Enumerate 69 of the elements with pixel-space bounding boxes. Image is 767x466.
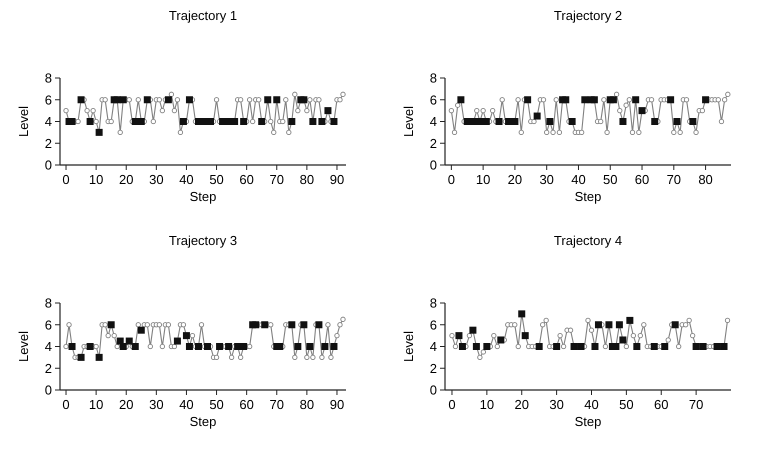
- x-tick-label: 30: [149, 397, 164, 412]
- y-tick-label: 8: [44, 70, 52, 86]
- x-axis-title: Step: [574, 189, 602, 204]
- x-tick-label: 20: [118, 172, 134, 187]
- x-tick-label: 80: [698, 172, 713, 187]
- y-tick-label: 4: [430, 114, 437, 130]
- y-tick-label: 6: [44, 92, 52, 108]
- y-axis-title: Level: [16, 106, 31, 138]
- x-tick-label: 80: [300, 397, 314, 412]
- y-tick-label: 2: [44, 136, 52, 151]
- x-tick-label: 10: [480, 397, 494, 412]
- chart-title: Trajectory 4: [554, 233, 622, 248]
- x-tick-label: 50: [209, 172, 224, 187]
- y-tick-label: 8: [430, 296, 437, 311]
- x-tick-label: 50: [619, 397, 634, 412]
- y-axis-title: Level: [401, 106, 416, 138]
- x-tick-label: 90: [330, 397, 344, 412]
- x-tick-label: 30: [149, 172, 164, 187]
- x-tick-label: 20: [118, 397, 134, 412]
- y-tick-label: 4: [44, 339, 52, 354]
- x-axis-title: Step: [574, 414, 602, 429]
- x-tick-label: 0: [62, 172, 70, 187]
- chart-title: Trajectory 2: [554, 8, 622, 23]
- x-tick-label: 30: [549, 397, 564, 412]
- y-tick-label: 4: [430, 339, 437, 354]
- y-tick-label: 0: [44, 158, 52, 173]
- chart-title: Trajectory 3: [168, 233, 238, 248]
- x-tick-label: 0: [448, 172, 455, 187]
- chart-title: Trajectory 1: [168, 8, 238, 23]
- x-tick-label: 30: [539, 172, 554, 187]
- y-tick-label: 8: [44, 296, 52, 311]
- x-tick-label: 60: [239, 397, 254, 412]
- x-tick-label: 50: [603, 172, 618, 187]
- x-axis-title: Step: [190, 414, 216, 429]
- y-tick-label: 6: [430, 92, 437, 108]
- x-tick-label: 50: [209, 397, 224, 412]
- x-tick-label: 40: [584, 397, 599, 412]
- x-tick-label: 0: [448, 397, 456, 412]
- y-tick-label: 2: [430, 360, 437, 376]
- x-tick-label: 60: [239, 172, 254, 187]
- x-tick-label: 40: [179, 397, 194, 412]
- x-tick-label: 0: [62, 397, 70, 412]
- y-axis-title: Level: [401, 330, 416, 362]
- y-axis-title: Level: [16, 330, 31, 362]
- x-axis-title: Step: [190, 189, 216, 204]
- y-tick-label: 0: [430, 382, 437, 398]
- x-tick-label: 70: [688, 397, 704, 412]
- x-tick-label: 80: [300, 172, 314, 187]
- x-tick-label: 20: [514, 397, 529, 412]
- y-tick-label: 6: [430, 317, 437, 332]
- x-tick-label: 10: [88, 397, 104, 412]
- y-tick-label: 0: [44, 382, 52, 398]
- y-tick-label: 2: [430, 136, 437, 151]
- y-tick-label: 8: [430, 70, 437, 86]
- x-tick-label: 10: [476, 172, 490, 187]
- x-tick-label: 10: [88, 172, 104, 187]
- y-tick-label: 2: [44, 360, 52, 376]
- x-tick-label: 70: [270, 172, 284, 187]
- y-tick-label: 0: [430, 158, 437, 173]
- y-tick-label: 6: [44, 317, 52, 332]
- x-tick-label: 60: [634, 172, 650, 187]
- x-tick-label: 70: [666, 172, 682, 187]
- x-tick-label: 40: [571, 172, 586, 187]
- y-tick-label: 4: [44, 114, 52, 130]
- x-tick-label: 60: [654, 397, 668, 412]
- x-tick-label: 70: [270, 397, 284, 412]
- x-tick-label: 20: [508, 172, 522, 187]
- x-tick-label: 90: [330, 172, 344, 187]
- x-tick-label: 40: [179, 172, 194, 187]
